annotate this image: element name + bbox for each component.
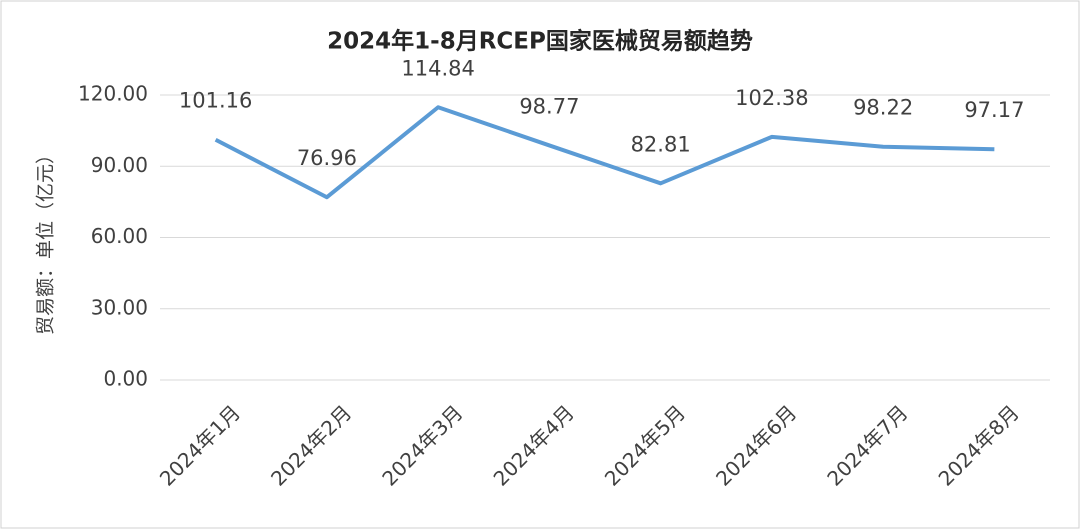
data-label: 114.84 xyxy=(401,56,474,80)
y-tick-label: 30.00 xyxy=(91,295,148,319)
y-axis-label: 贸易额：单位（亿元） xyxy=(35,145,57,335)
y-tick-label: 90.00 xyxy=(91,153,148,177)
data-label: 98.77 xyxy=(519,94,579,118)
chart-title: 2024年1-8月RCEP国家医械贸易额趋势 xyxy=(327,28,753,55)
y-tick-label: 120.00 xyxy=(78,82,148,106)
data-label: 76.96 xyxy=(297,146,357,170)
y-tick-label: 0.00 xyxy=(103,367,148,391)
y-tick-label: 60.00 xyxy=(91,224,148,248)
data-label: 97.17 xyxy=(964,98,1024,122)
data-line xyxy=(214,105,995,200)
data-label: 102.38 xyxy=(735,86,808,110)
data-label: 82.81 xyxy=(631,132,691,156)
data-label: 101.16 xyxy=(179,89,252,113)
data-label: 98.22 xyxy=(853,96,913,120)
